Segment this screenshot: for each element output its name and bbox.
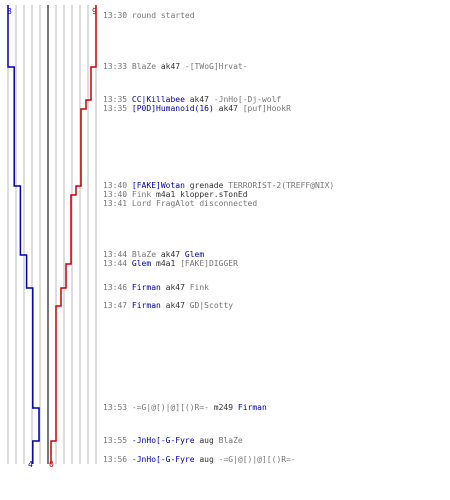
player-name: -JnHo[-G-Fyre: [131, 455, 195, 464]
player-name: Firman: [131, 301, 161, 310]
event-row: 13:33 BlaZe ak47 -[TWoG]Hrvat-: [103, 62, 248, 72]
player-name: [FAKE]DIGGER: [180, 259, 238, 268]
ct-alive-line: [7, 5, 40, 464]
event-text: ak47: [160, 301, 190, 310]
event-time: 13:35: [103, 95, 128, 104]
event-time: 13:33: [103, 62, 128, 71]
event-text: aug: [194, 436, 219, 445]
event-time: 13:55: [103, 436, 128, 445]
event-time: 13:41: [103, 199, 128, 208]
event-text: m4a1: [151, 259, 181, 268]
ct-start-count: 8: [7, 7, 12, 16]
event-text: m249: [208, 403, 238, 412]
event-text: ak47: [213, 104, 243, 113]
player-name: Firman: [237, 403, 267, 412]
event-row: 13:55 -JnHo[-G-Fyre aug BlaZe: [103, 436, 243, 446]
event-text: round started: [131, 11, 195, 20]
event-text: aug: [194, 455, 219, 464]
ct-end-count: 4: [28, 460, 33, 469]
player-name: -=G|@[)|@][()R=-: [218, 455, 296, 464]
event-row: 13:44 Glem m4a1 [FAKE]DIGGER: [103, 259, 238, 269]
event-text: ak47: [184, 95, 214, 104]
player-name: Lord FragAlot: [131, 199, 195, 208]
player-name: Glem: [131, 259, 152, 268]
event-time: 13:30: [103, 11, 128, 20]
player-name: Firman: [131, 283, 161, 292]
event-time: 13:44: [103, 250, 128, 259]
player-name: -JnHo[-G-Fyre: [131, 436, 195, 445]
player-name: [puf]HookR: [242, 104, 291, 113]
event-time: 13:47: [103, 301, 128, 310]
player-name: CC|Killabee: [131, 95, 185, 104]
event-text: ak47: [160, 283, 190, 292]
event-time: 13:40: [103, 181, 128, 190]
player-name: -=G|@[)|@][()R=-: [131, 403, 209, 412]
event-row: 13:53 -=G|@[)|@][()R=- m249 Firman: [103, 403, 267, 413]
player-name: BlaZe: [131, 250, 157, 259]
player-name: TERRORIST-2(TREFF@NIX): [228, 181, 335, 190]
event-text: m4a1: [151, 190, 181, 199]
player-name: -[TWoG]Hrvat-: [184, 62, 248, 71]
event-row: 13:35 [P0D]Humanoid(16) ak47 [puf]HookR: [103, 104, 291, 114]
event-text: ak47: [156, 62, 185, 71]
player-name: BlaZe: [131, 62, 157, 71]
t-end-count: 0: [49, 460, 54, 469]
player-name: [FAKE]Wotan: [131, 181, 185, 190]
event-row: 13:44 BlaZe ak47 Glem: [103, 250, 204, 260]
event-time: 13:46: [103, 283, 128, 292]
player-name: Fink: [131, 190, 152, 199]
event-row: 13:46 Firman ak47 Fink: [103, 283, 209, 293]
event-time: 13:44: [103, 259, 128, 268]
event-row: 13:30 round started: [103, 11, 195, 21]
event-time: 13:56: [103, 455, 128, 464]
event-time: 13:35: [103, 104, 128, 113]
event-row: 13:35 CC|Killabee ak47 -JnHo[-Dj-wolf: [103, 95, 281, 105]
event-row: 13:56 -JnHo[-G-Fyre aug -=G|@[)|@][()R=-: [103, 455, 296, 465]
t-start-count: 9: [92, 7, 97, 16]
player-name: [P0D]Humanoid(16): [131, 104, 214, 113]
player-name: -JnHo[-Dj-wolf: [213, 95, 282, 104]
player-name: BlaZe: [218, 436, 243, 445]
t-alive-line: [50, 5, 97, 464]
player-name: klopper.sTonEd: [180, 190, 248, 199]
event-text: grenade: [184, 181, 229, 190]
event-text: ak47: [156, 250, 185, 259]
player-name: Glem: [184, 250, 205, 259]
event-text: disconnected: [194, 199, 258, 208]
event-row: 13:41 Lord FragAlot disconnected: [103, 199, 257, 209]
event-row: 13:40 [FAKE]Wotan grenade TERRORIST-2(TR…: [103, 181, 334, 191]
event-row: 13:47 Firman ak47 GD|Scotty: [103, 301, 233, 311]
event-row: 13:40 Fink m4a1 klopper.sTonEd: [103, 190, 248, 200]
event-time: 13:53: [103, 403, 128, 412]
player-name: Fink: [189, 283, 209, 292]
player-name: GD|Scotty: [189, 301, 234, 310]
event-time: 13:40: [103, 190, 128, 199]
